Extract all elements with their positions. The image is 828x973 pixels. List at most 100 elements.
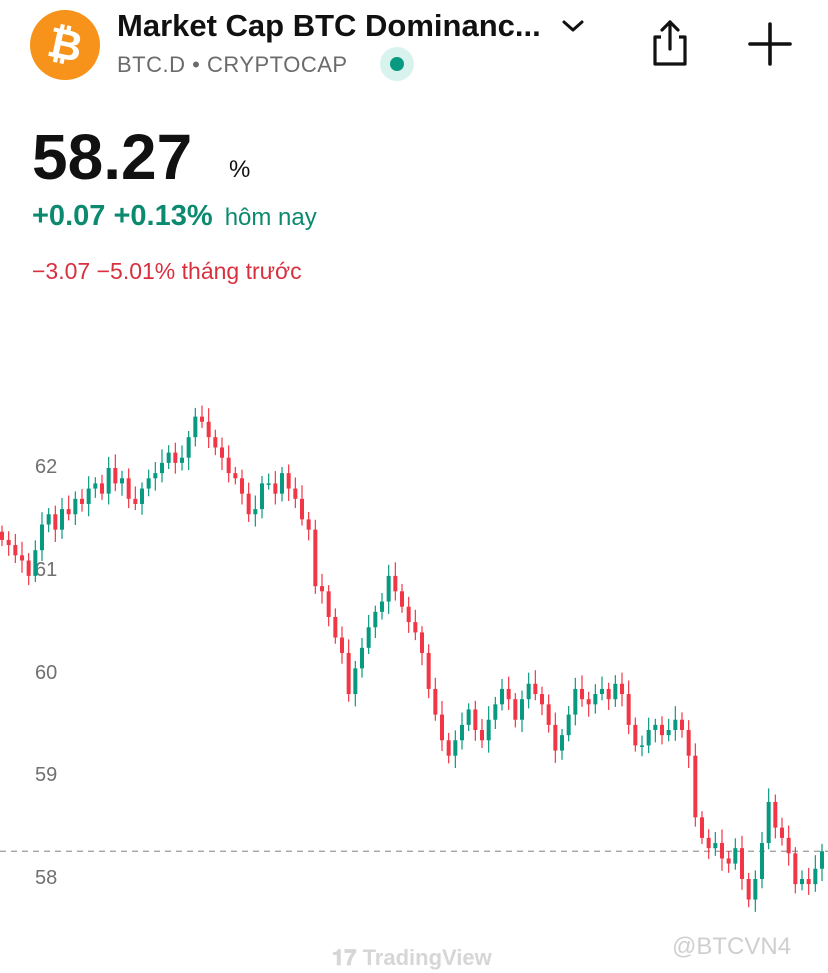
candle [353, 660, 358, 707]
symbol-subtitle: BTC.D • CRYPTOCAP [117, 52, 348, 78]
candle [260, 476, 264, 519]
candle [400, 583, 404, 613]
candle [80, 488, 84, 512]
candle [626, 680, 631, 735]
candle [133, 486, 138, 511]
candle [620, 672, 624, 707]
candle [160, 449, 164, 483]
candle [720, 829, 724, 871]
candle [206, 408, 211, 448]
candle [393, 562, 398, 601]
month-change-label: tháng trước [181, 258, 302, 284]
candle [286, 464, 291, 501]
candle [446, 732, 451, 764]
candle [280, 466, 284, 502]
candle [526, 672, 531, 709]
candle [213, 429, 218, 456]
candle [40, 512, 44, 561]
today-change: +0.07 +0.13% hôm nay [32, 200, 317, 233]
month-change-value: −3.07 [32, 258, 91, 284]
symbol-title[interactable]: Market Cap BTC Dominanc... [117, 8, 541, 43]
candle [546, 694, 551, 733]
candle [713, 831, 718, 856]
candle [66, 495, 71, 521]
candle [266, 473, 271, 490]
candle [33, 540, 38, 583]
candle [786, 825, 791, 866]
chevron-down-icon[interactable] [560, 16, 586, 36]
candle [86, 476, 91, 517]
candle [820, 843, 824, 882]
candle [53, 505, 58, 542]
candle [126, 468, 131, 509]
candle [0, 525, 4, 547]
candlestick-chart[interactable] [0, 395, 828, 935]
candle [680, 712, 684, 738]
candle [360, 637, 364, 678]
candle [660, 716, 664, 745]
candle [760, 831, 764, 889]
candle [373, 605, 378, 639]
candle [666, 718, 671, 742]
add-to-watchlist-icon[interactable] [746, 20, 794, 68]
share-icon[interactable] [648, 18, 692, 68]
candle [200, 405, 204, 428]
candle [613, 675, 618, 707]
candle [320, 573, 324, 604]
candle [106, 456, 111, 505]
bitcoin-logo-icon: ₿ [30, 10, 100, 80]
candle [186, 431, 191, 471]
candle [306, 511, 311, 541]
candle [380, 592, 384, 620]
candle [166, 445, 171, 470]
candle [100, 474, 104, 500]
candle [246, 482, 251, 522]
candle [466, 703, 471, 732]
candle [593, 684, 598, 714]
candle [120, 470, 124, 496]
candle [653, 718, 658, 743]
candle [566, 705, 571, 742]
candle [146, 469, 151, 497]
candle [500, 679, 504, 711]
y-axis-tick-label: 60 [35, 661, 58, 684]
candle [633, 717, 638, 752]
candle [440, 701, 444, 752]
candle [313, 519, 318, 594]
candle [473, 700, 478, 741]
exchange-label: CRYPTOCAP [206, 52, 348, 77]
price-unit: % [229, 156, 251, 183]
candle [800, 870, 804, 891]
y-axis-tick-label: 59 [35, 764, 58, 787]
candle [520, 690, 524, 733]
candle [366, 614, 371, 654]
candle [600, 676, 604, 701]
candle [560, 728, 564, 760]
candle [640, 735, 644, 757]
candle [753, 870, 758, 912]
candle [813, 855, 818, 892]
candle [700, 811, 704, 845]
candle [793, 847, 798, 894]
current-price: 58.27 [32, 121, 193, 193]
candle [806, 867, 811, 895]
candle [300, 485, 304, 526]
tradingview-brand: 𝟏𝟕 TradingView [332, 945, 492, 971]
candle [706, 829, 711, 859]
market-status-icon [380, 47, 414, 81]
candle [20, 541, 24, 573]
candle [646, 717, 651, 754]
month-change: −3.07 −5.01% tháng trước [32, 258, 302, 285]
y-axis-tick-label: 58 [35, 867, 58, 889]
candle [233, 466, 238, 485]
candle [586, 691, 591, 717]
candle [326, 585, 331, 627]
month-change-percent: −5.01% [96, 258, 176, 284]
candle [506, 676, 511, 710]
candle [740, 835, 744, 890]
candle [113, 454, 118, 492]
candle [226, 445, 231, 483]
candle [606, 682, 611, 710]
watermark: @BTCVN4 [672, 933, 792, 960]
candle [293, 477, 298, 509]
